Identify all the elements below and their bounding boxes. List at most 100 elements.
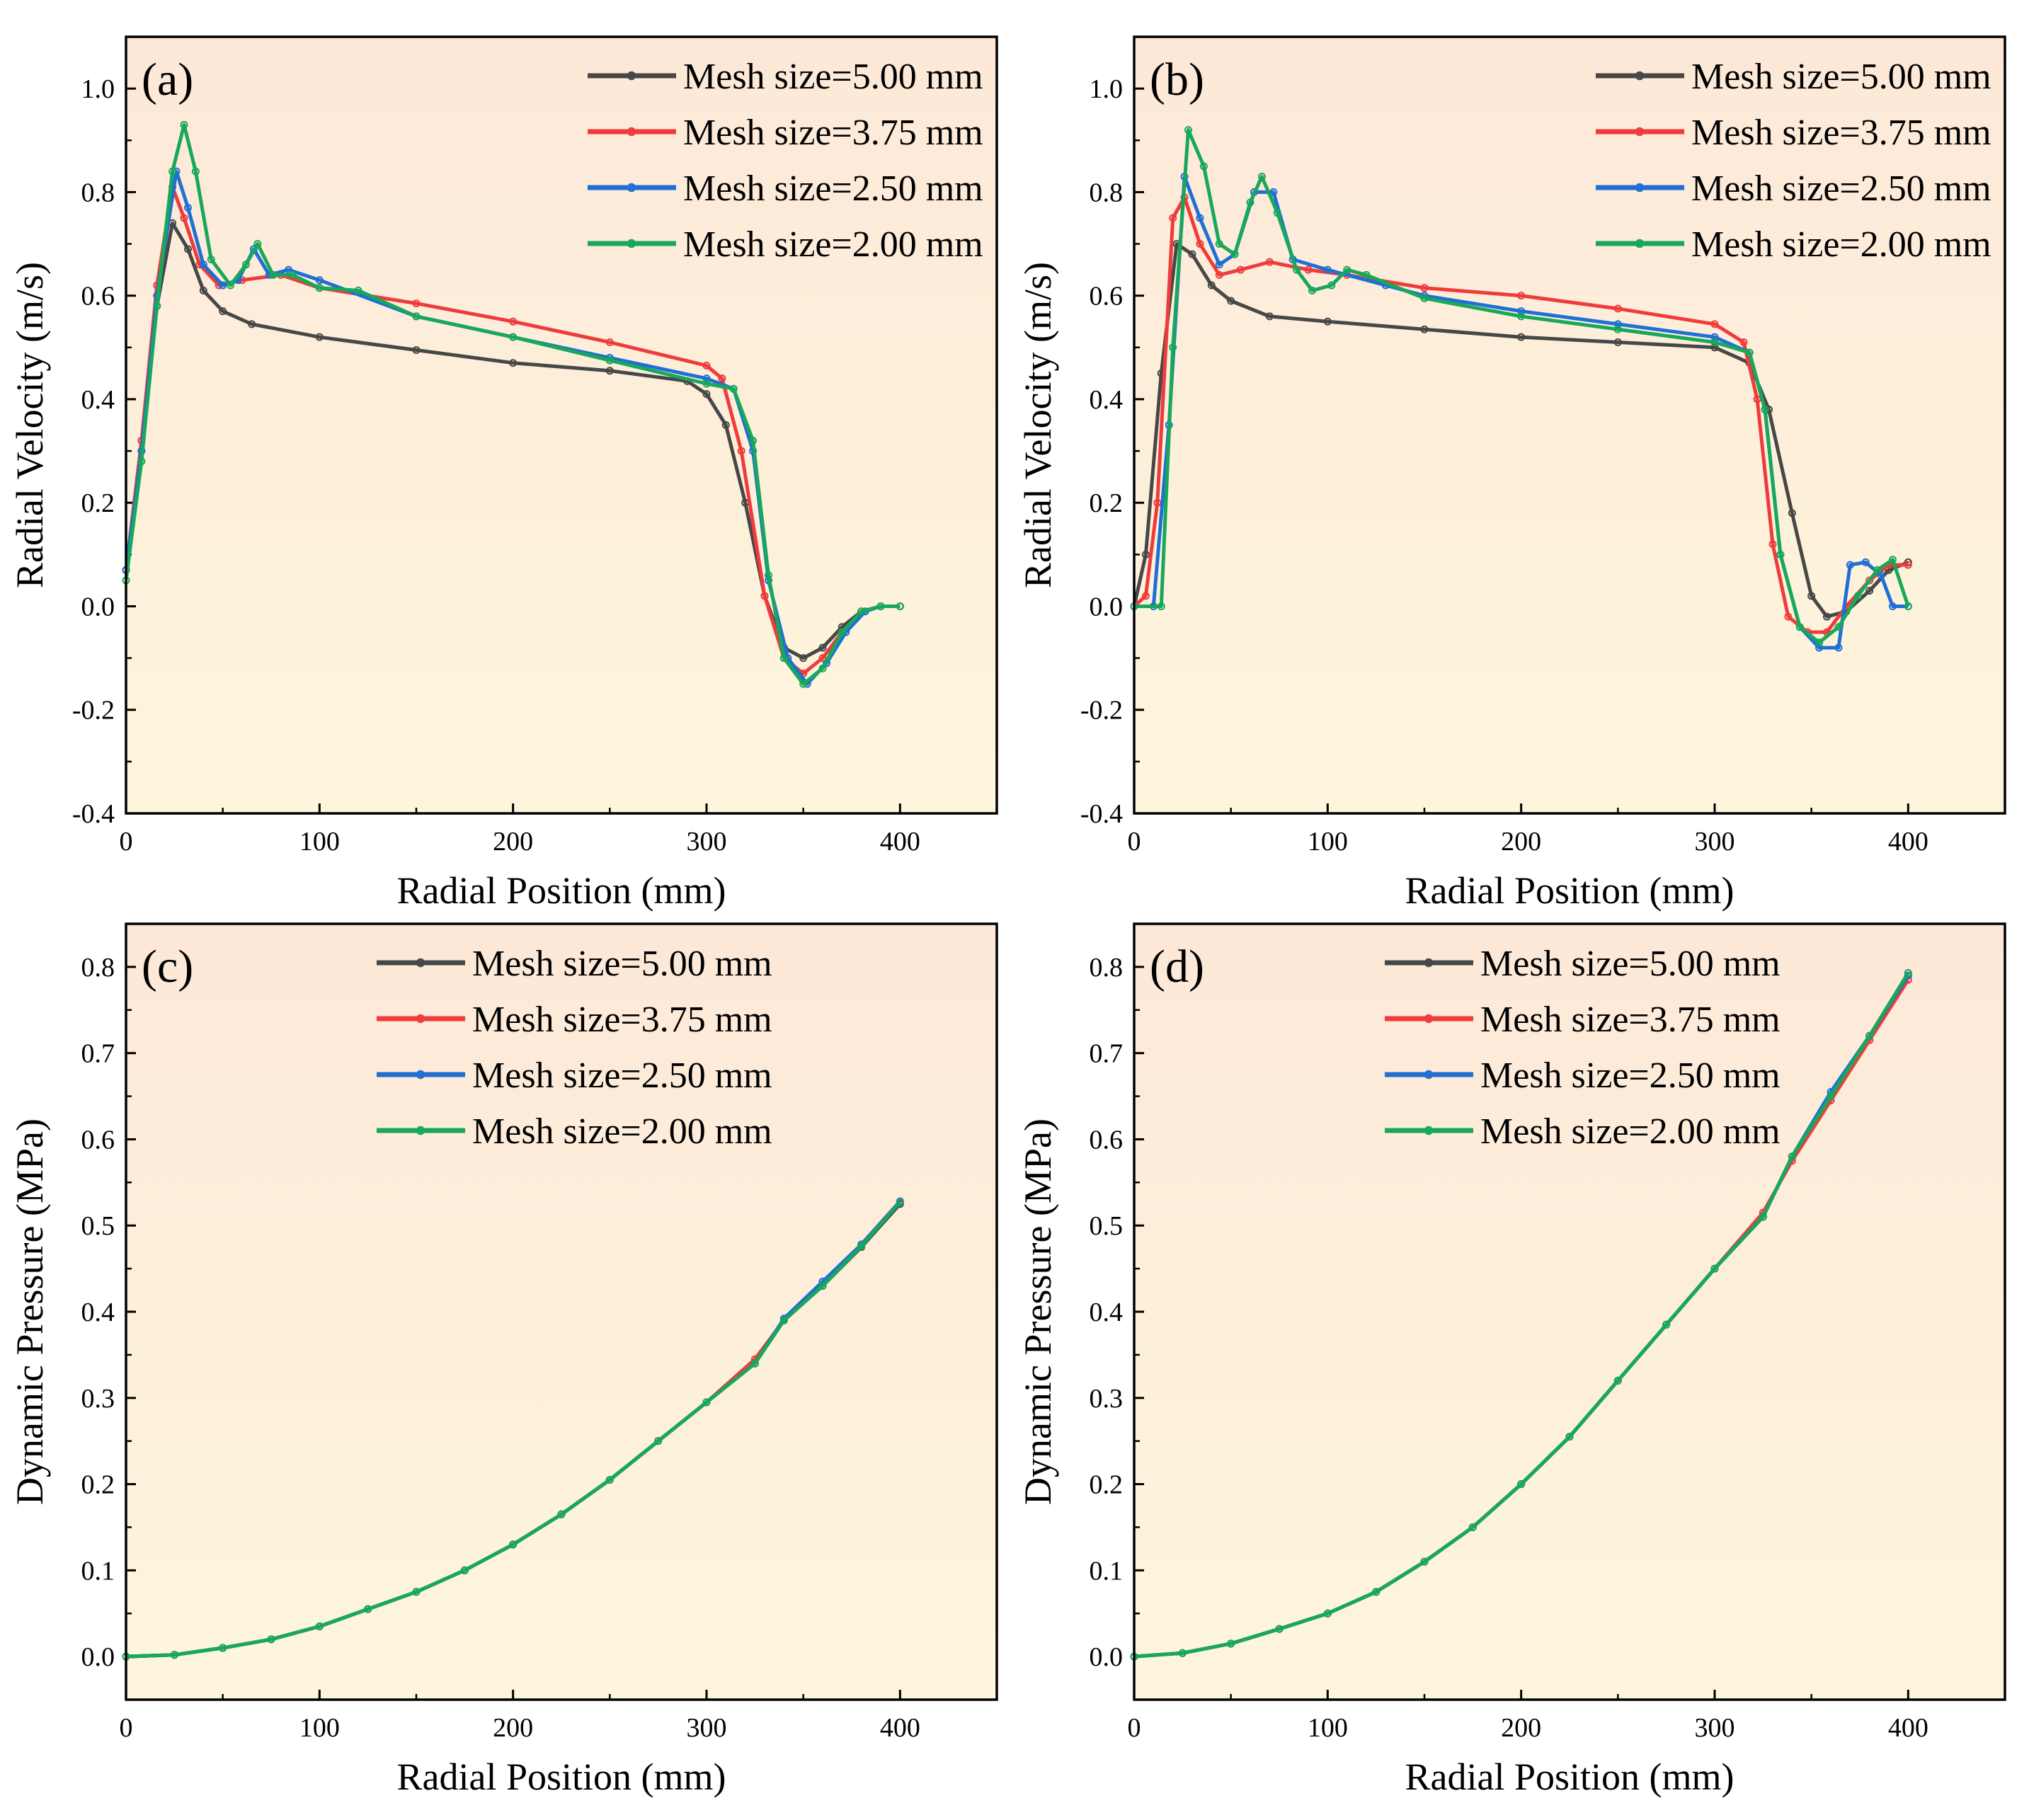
data-point <box>702 1398 711 1407</box>
y-tick-label: 0.0 <box>81 592 115 622</box>
legend-marker <box>1424 1014 1434 1024</box>
data-point <box>1710 1264 1719 1273</box>
panel-label: (b) <box>1150 54 1204 105</box>
legend-entry: Mesh size=3.75 mm <box>1480 1000 1781 1040</box>
legend-entry: Mesh size=5.00 mm <box>683 57 983 97</box>
data-point <box>1372 1588 1381 1596</box>
panel-label: (c) <box>142 941 193 992</box>
y-tick-label: 0.5 <box>1090 1211 1124 1241</box>
data-point <box>1265 258 1274 266</box>
y-tick-label: -0.2 <box>72 696 115 726</box>
data-point <box>818 664 827 673</box>
x-tick-label: 0 <box>120 827 133 857</box>
data-point <box>509 359 518 367</box>
x-tick-label: 300 <box>687 827 727 857</box>
data-point <box>799 654 808 663</box>
data-point <box>1761 406 1769 414</box>
y-tick-label: 0.2 <box>1090 1470 1124 1500</box>
data-point <box>1293 265 1301 274</box>
data-point <box>412 299 421 308</box>
series-line <box>126 122 901 686</box>
data-point <box>509 317 518 326</box>
data-point <box>1788 509 1796 517</box>
legend-entry: Mesh size=3.75 mm <box>1691 113 1991 153</box>
panel-b: 0 100 200 300 400 -0.4 -0.2 0.0 0.2 0.4 0.6 0.8 1.0 R… <box>1017 35 2006 912</box>
data-point <box>1420 1557 1429 1566</box>
data-point <box>1188 250 1196 258</box>
x-tick-label: 0 <box>1128 827 1141 857</box>
y-tick-label: 1.0 <box>1090 74 1124 104</box>
plot-area <box>126 924 997 1700</box>
data-point <box>168 167 177 176</box>
data-point <box>1565 1433 1574 1441</box>
data-point <box>241 261 250 269</box>
data-point <box>1420 294 1429 302</box>
data-point <box>412 312 421 321</box>
series-line <box>126 1201 902 1659</box>
x-tick-label: 200 <box>493 1713 533 1743</box>
data-point <box>1420 284 1429 292</box>
y-tick-label: 0.5 <box>81 1211 115 1241</box>
legend-marker <box>1424 1126 1434 1135</box>
legend-marker <box>1635 71 1645 81</box>
x-tick-label: 200 <box>493 827 533 857</box>
data-point <box>1420 325 1429 333</box>
data-point <box>1865 587 1874 595</box>
data-point <box>1323 317 1332 326</box>
data-point <box>315 276 324 285</box>
data-point <box>253 240 262 248</box>
data-point <box>1323 1609 1332 1618</box>
plot-frame <box>125 922 998 1701</box>
y-tick-label: 0.7 <box>1090 1039 1124 1069</box>
legend-entry: Mesh size=3.75 mm <box>472 1000 772 1040</box>
x-axis-title: Radial Position (mm) <box>1405 1756 1734 1798</box>
data-point <box>1517 292 1526 300</box>
legend-entry: Mesh size=2.50 mm <box>472 1055 772 1096</box>
legend-entry: Mesh size=5.00 mm <box>472 944 772 984</box>
y-tick-label: 0.8 <box>1090 953 1124 983</box>
y-tick-label: 0.4 <box>1090 385 1124 415</box>
data-point <box>509 333 518 341</box>
data-point <box>1153 498 1162 507</box>
legend-marker <box>416 1070 425 1080</box>
x-tick-label: 100 <box>1308 1713 1348 1743</box>
panel-c: 0 100 200 300 400 0.0 0.1 0.2 0.3 0.4 0.5 0.6 0.7 0.8… <box>8 922 998 1798</box>
data-point <box>1710 343 1719 352</box>
data-point <box>1873 566 1882 574</box>
y-tick-label: 0.1 <box>1090 1556 1124 1586</box>
y-tick-label: 0.2 <box>81 1470 115 1500</box>
legend-marker <box>627 239 636 248</box>
data-point <box>1169 343 1177 352</box>
data-point <box>605 367 614 375</box>
data-point <box>1227 297 1235 305</box>
x-tick-label: 300 <box>1695 1713 1735 1743</box>
y-tick-label: 0.6 <box>81 1125 115 1155</box>
data-point <box>1834 643 1843 652</box>
data-point <box>1273 209 1281 217</box>
plot-frame <box>1133 922 2006 1701</box>
data-point <box>818 654 827 663</box>
x-tick-label: 100 <box>299 827 340 857</box>
data-point <box>779 654 788 663</box>
x-tick-label: 400 <box>1888 827 1928 857</box>
legend-marker <box>627 71 636 81</box>
x-tick-label: 200 <box>1501 827 1541 857</box>
y-tick-label: 0.6 <box>1090 1125 1124 1155</box>
data-point <box>1327 281 1336 290</box>
y-tick-label: 0.2 <box>1090 488 1124 518</box>
data-point <box>1788 1152 1796 1161</box>
data-point <box>702 390 711 399</box>
data-point <box>1215 240 1223 248</box>
data-point <box>654 1437 663 1446</box>
data-point <box>1196 240 1204 248</box>
data-point <box>1246 198 1254 207</box>
legend-marker <box>1635 183 1645 193</box>
data-point <box>315 1622 324 1630</box>
data-point <box>219 307 227 316</box>
data-point <box>288 270 297 279</box>
data-point <box>1745 348 1754 357</box>
data-point <box>1823 612 1831 621</box>
legend-marker <box>1424 958 1434 968</box>
data-point <box>857 1242 866 1250</box>
x-axis-title: Radial Position (mm) <box>1405 869 1734 912</box>
